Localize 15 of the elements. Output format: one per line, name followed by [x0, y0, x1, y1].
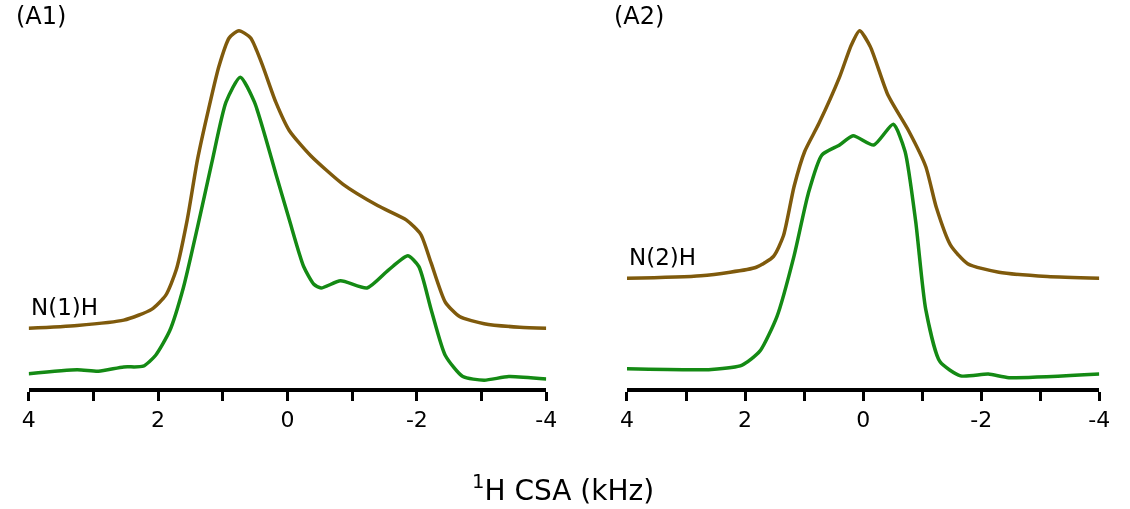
x-tick-label: 4	[619, 407, 634, 433]
series-label: N(1)H	[31, 294, 99, 320]
series-label: N(2)H	[629, 244, 697, 270]
x-tick-label: 4	[21, 407, 36, 433]
chart-title: (A1)	[16, 2, 67, 30]
x-axis-title: $^{1}$H CSA (kHz)	[472, 470, 655, 507]
x-tick-label: 2	[738, 407, 753, 433]
x-tick-label: 0	[856, 407, 871, 433]
chart-title: (A2)	[614, 2, 665, 30]
x-tick-label: -2	[405, 407, 428, 433]
x-tick-label: 2	[151, 407, 166, 433]
x-tick-label: -4	[535, 407, 558, 433]
x-tick-label: -2	[970, 407, 993, 433]
x-tick-label: -4	[1088, 407, 1111, 433]
x-tick-label: 0	[280, 407, 295, 433]
